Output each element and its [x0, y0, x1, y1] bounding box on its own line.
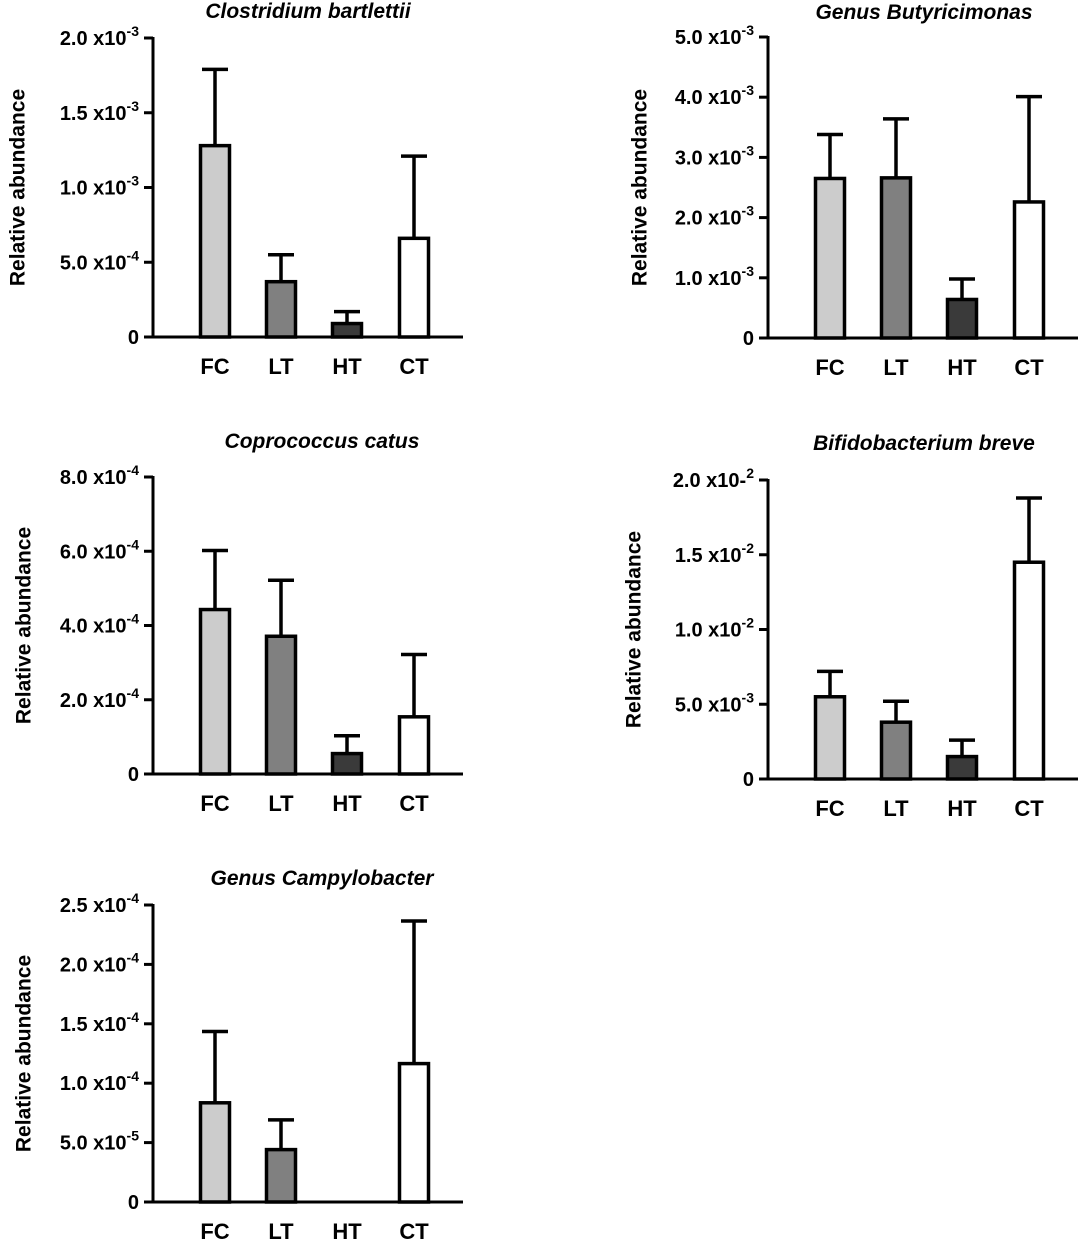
- y-tick-label: 4.0 x10-3: [675, 82, 754, 109]
- y-tick-label: 5.0 x10-3: [675, 22, 754, 49]
- y-tick-label: 0: [743, 769, 754, 791]
- y-axis-label: Relative abundance: [13, 955, 36, 1152]
- bar-lt: [264, 1147, 298, 1204]
- chart-title: Coprococcus catus: [225, 430, 420, 453]
- bar-lt: [879, 176, 913, 340]
- x-tick-label: CT: [1014, 355, 1044, 380]
- bar-ht: [330, 321, 364, 339]
- y-tick-label: 3.0 x10-3: [675, 142, 754, 169]
- y-tick-label: 2.0 x10-3: [675, 203, 754, 230]
- y-axis-label: Relative abundance: [623, 531, 646, 728]
- y-axis-label: Relative abundance: [629, 89, 652, 286]
- bar-fc: [198, 607, 232, 776]
- bar-lt: [264, 279, 298, 339]
- x-tick-label: HT: [947, 796, 977, 821]
- y-tick-label: 2.0 x10-4: [60, 949, 139, 976]
- bar-ht: [945, 754, 979, 781]
- y-tick-label: 2.0 x10-2: [673, 465, 754, 492]
- chart-panel: Genus Campylobacter Relative abundance 0 5.…: [13, 867, 463, 1241]
- y-tick-label: 0: [128, 1192, 139, 1214]
- bar-ct: [397, 715, 431, 776]
- bar-ct: [397, 236, 431, 339]
- chart-title: Genus Butyricimonas: [815, 1, 1032, 24]
- y-tick-label: 0: [128, 764, 139, 786]
- y-tick-label: 0: [128, 327, 139, 349]
- x-tick-label: LT: [268, 1219, 294, 1241]
- y-tick-label: 2.0 x10-4: [60, 685, 139, 712]
- bar-ct: [1012, 560, 1046, 781]
- chart-panel: Bifidobacterium breve Relative abundance 0…: [623, 432, 1078, 821]
- y-tick-label: 5.0 x10-5: [60, 1128, 139, 1155]
- y-tick-label: 1.0 x10-4: [60, 1068, 139, 1095]
- x-tick-label: CT: [399, 1219, 429, 1241]
- x-tick-label: LT: [883, 355, 909, 380]
- x-tick-label: FC: [200, 791, 229, 816]
- x-tick-label: LT: [883, 796, 909, 821]
- x-tick-label: FC: [200, 1219, 229, 1241]
- x-tick-label: FC: [815, 355, 844, 380]
- y-axis-label: Relative abundance: [7, 89, 30, 286]
- x-tick-label: FC: [815, 796, 844, 821]
- y-tick-label: 2.5 x10-4: [60, 890, 139, 917]
- y-tick-label: 1.5 x10-3: [60, 98, 139, 125]
- y-tick-label: 1.0 x10-3: [60, 173, 139, 200]
- y-axis-label: Relative abundance: [13, 527, 36, 724]
- bar-lt: [879, 720, 913, 781]
- x-tick-label: LT: [268, 354, 294, 379]
- y-tick-label: 1.5 x10-4: [60, 1009, 139, 1036]
- bar-ct: [397, 1061, 431, 1204]
- bar-fc: [198, 1101, 232, 1204]
- bar-fc: [813, 695, 847, 781]
- bar-lt: [264, 634, 298, 776]
- x-tick-label: LT: [268, 791, 294, 816]
- x-tick-label: CT: [1014, 796, 1044, 821]
- y-tick-label: 4.0 x10-4: [60, 611, 139, 638]
- y-tick-label: 5.0 x10-4: [60, 247, 139, 274]
- bar-ct: [1012, 200, 1046, 340]
- x-tick-label: CT: [399, 791, 429, 816]
- y-tick-label: 1.0 x10-2: [675, 615, 754, 642]
- chart-panel: Genus Butyricimonas Relative abundance 0 1.…: [629, 1, 1078, 380]
- bar-fc: [813, 176, 847, 340]
- x-tick-label: HT: [332, 791, 362, 816]
- x-tick-label: CT: [399, 354, 429, 379]
- y-tick-label: 1.0 x10-3: [675, 263, 754, 290]
- y-tick-label: 0: [743, 328, 754, 350]
- bar-ht: [945, 297, 979, 340]
- x-tick-label: FC: [200, 354, 229, 379]
- bar-ht: [330, 751, 364, 776]
- bar-fc: [198, 143, 232, 339]
- x-tick-label: HT: [332, 1219, 362, 1241]
- chart-panel: Coprococcus catus Relative abundance 0 2.0 …: [13, 430, 463, 816]
- y-tick-label: 1.5 x10-2: [675, 540, 754, 567]
- chart-title: Bifidobacterium breve: [813, 432, 1035, 455]
- chart-title: Clostridium bartlettii: [205, 0, 412, 23]
- y-tick-label: 6.0 x10-4: [60, 536, 139, 563]
- y-tick-label: 5.0 x10-3: [675, 689, 754, 716]
- y-tick-label: 8.0 x10-4: [60, 462, 139, 489]
- x-tick-label: HT: [332, 354, 362, 379]
- chart-panel: Clostridium bartlettii Relative abundance…: [7, 0, 463, 379]
- y-tick-label: 2.0 x10-3: [60, 23, 139, 50]
- chart-title: Genus Campylobacter: [211, 867, 436, 890]
- x-tick-label: HT: [947, 355, 977, 380]
